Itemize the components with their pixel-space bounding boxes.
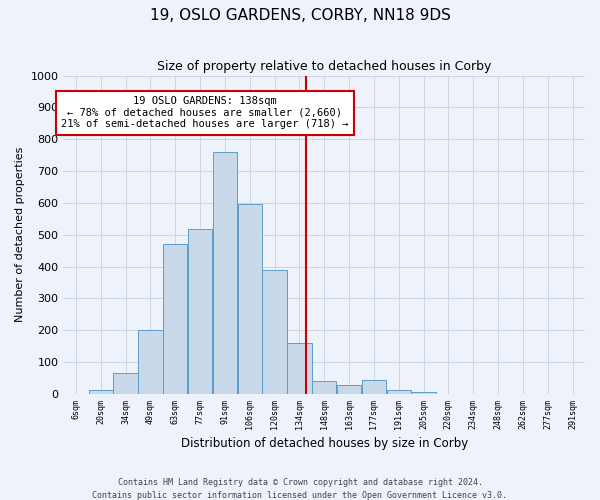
Bar — [113, 373, 137, 394]
Text: 19, OSLO GARDENS, CORBY, NN18 9DS: 19, OSLO GARDENS, CORBY, NN18 9DS — [149, 8, 451, 22]
Bar — [412, 392, 436, 394]
Y-axis label: Number of detached properties: Number of detached properties — [15, 147, 25, 322]
Bar — [212, 152, 237, 394]
X-axis label: Distribution of detached houses by size in Corby: Distribution of detached houses by size … — [181, 437, 468, 450]
Text: Contains HM Land Registry data © Crown copyright and database right 2024.
Contai: Contains HM Land Registry data © Crown c… — [92, 478, 508, 500]
Bar — [138, 330, 163, 394]
Bar — [188, 229, 212, 394]
Bar — [287, 343, 311, 394]
Text: 19 OSLO GARDENS: 138sqm
← 78% of detached houses are smaller (2,660)
21% of semi: 19 OSLO GARDENS: 138sqm ← 78% of detache… — [61, 96, 349, 130]
Bar — [386, 390, 411, 394]
Bar — [89, 390, 113, 394]
Title: Size of property relative to detached houses in Corby: Size of property relative to detached ho… — [157, 60, 491, 73]
Bar — [163, 244, 187, 394]
Bar — [238, 204, 262, 394]
Bar — [312, 381, 337, 394]
Bar — [337, 385, 361, 394]
Bar — [362, 380, 386, 394]
Bar — [262, 270, 287, 394]
